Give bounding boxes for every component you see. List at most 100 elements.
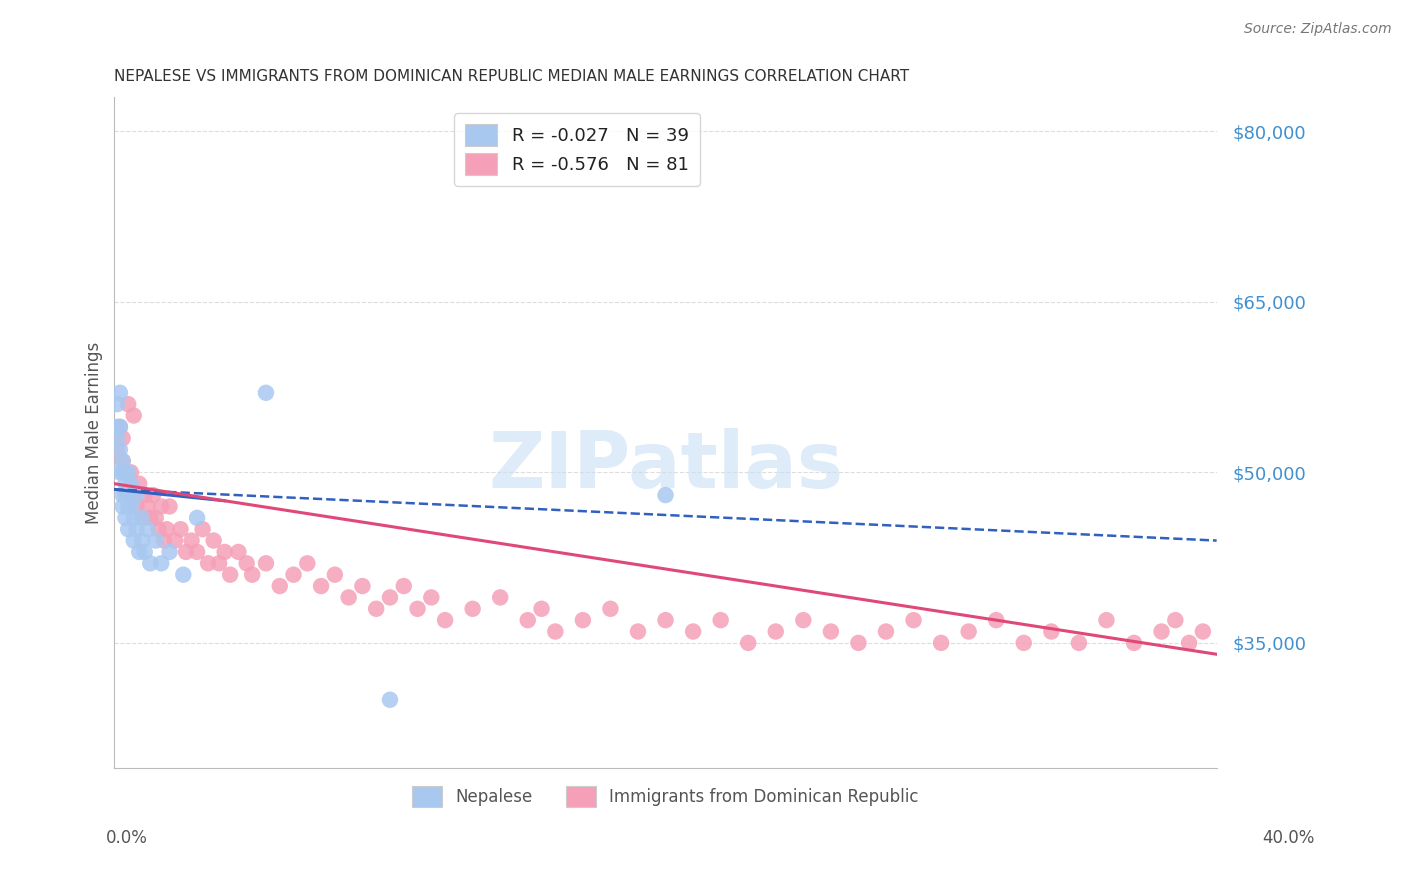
Point (875, 624, 897, 639)
Point (1067, 636, 1090, 650)
Point (122, 488, 145, 502)
Point (108, 466, 131, 480)
Point (105, 420, 128, 434)
Point (929, 636, 952, 650)
Point (820, 624, 842, 639)
Point (197, 557, 219, 571)
Point (169, 522, 191, 536)
Point (131, 511, 153, 525)
Point (105, 431, 128, 445)
Point (1040, 624, 1063, 639)
Point (1012, 636, 1035, 650)
Point (117, 488, 139, 502)
Point (117, 397, 139, 411)
Point (599, 601, 621, 615)
Point (134, 545, 156, 559)
Point (120, 466, 142, 480)
Text: Source: ZipAtlas.com: Source: ZipAtlas.com (1244, 22, 1392, 37)
Point (111, 466, 134, 480)
Point (572, 613, 595, 627)
Point (108, 420, 131, 434)
Point (186, 511, 208, 525)
Point (131, 511, 153, 525)
Point (105, 442, 128, 457)
Point (235, 557, 257, 571)
Point (122, 409, 145, 423)
Point (208, 557, 231, 571)
Point (111, 431, 134, 445)
Point (378, 591, 401, 605)
Point (1123, 636, 1146, 650)
Point (159, 545, 181, 559)
Point (297, 557, 319, 571)
Point (150, 557, 173, 571)
Text: NEPALESE VS IMMIGRANTS FROM DOMINICAN REPUBLIC MEDIAN MALE EARNINGS CORRELATION : NEPALESE VS IMMIGRANTS FROM DOMINICAN RE… (114, 69, 910, 84)
Point (1095, 613, 1118, 627)
Point (180, 533, 202, 548)
Point (957, 624, 980, 639)
Point (848, 636, 870, 650)
Point (1178, 636, 1201, 650)
Point (134, 488, 156, 502)
Point (191, 522, 214, 536)
Point (159, 500, 181, 514)
Point (214, 545, 236, 559)
Point (269, 579, 291, 593)
Point (352, 579, 374, 593)
Point (516, 613, 538, 627)
Point (122, 533, 145, 548)
Point (489, 591, 512, 605)
Point (366, 601, 388, 615)
Point (163, 533, 186, 548)
Point (117, 522, 139, 536)
Point (108, 442, 131, 457)
Point (125, 500, 148, 514)
Point (627, 624, 650, 639)
Point (128, 476, 150, 491)
Point (114, 488, 136, 502)
Point (309, 579, 332, 593)
Point (145, 533, 167, 548)
Point (108, 420, 131, 434)
Point (139, 557, 162, 571)
Point (111, 488, 134, 502)
Point (544, 624, 567, 639)
Point (114, 466, 136, 480)
Legend: Nepalese, Immigrants from Dominican Republic: Nepalese, Immigrants from Dominican Repu… (405, 780, 925, 814)
Point (174, 545, 197, 559)
Point (254, 385, 277, 400)
Point (125, 522, 148, 536)
Point (111, 454, 134, 468)
Point (117, 488, 139, 502)
Text: 40.0%: 40.0% (1263, 830, 1315, 847)
Text: 0.0%: 0.0% (105, 830, 148, 847)
Point (228, 545, 250, 559)
Point (792, 613, 814, 627)
Point (153, 533, 176, 548)
Point (131, 533, 153, 548)
Point (903, 613, 925, 627)
Point (378, 692, 401, 706)
Point (117, 466, 139, 480)
Point (682, 624, 704, 639)
Point (125, 488, 148, 502)
Point (136, 500, 159, 514)
Point (139, 511, 162, 525)
Point (654, 613, 676, 627)
Point (337, 591, 360, 605)
Point (117, 500, 139, 514)
Point (986, 613, 1008, 627)
Point (128, 545, 150, 559)
Text: ZIPatlas: ZIPatlas (488, 428, 844, 504)
Point (122, 511, 145, 525)
Point (710, 613, 733, 627)
Point (254, 557, 277, 571)
Point (148, 522, 170, 536)
Point (240, 567, 263, 582)
Point (120, 476, 142, 491)
Point (654, 488, 676, 502)
Point (1150, 624, 1173, 639)
Point (111, 454, 134, 468)
Point (420, 591, 443, 605)
Point (737, 636, 759, 650)
